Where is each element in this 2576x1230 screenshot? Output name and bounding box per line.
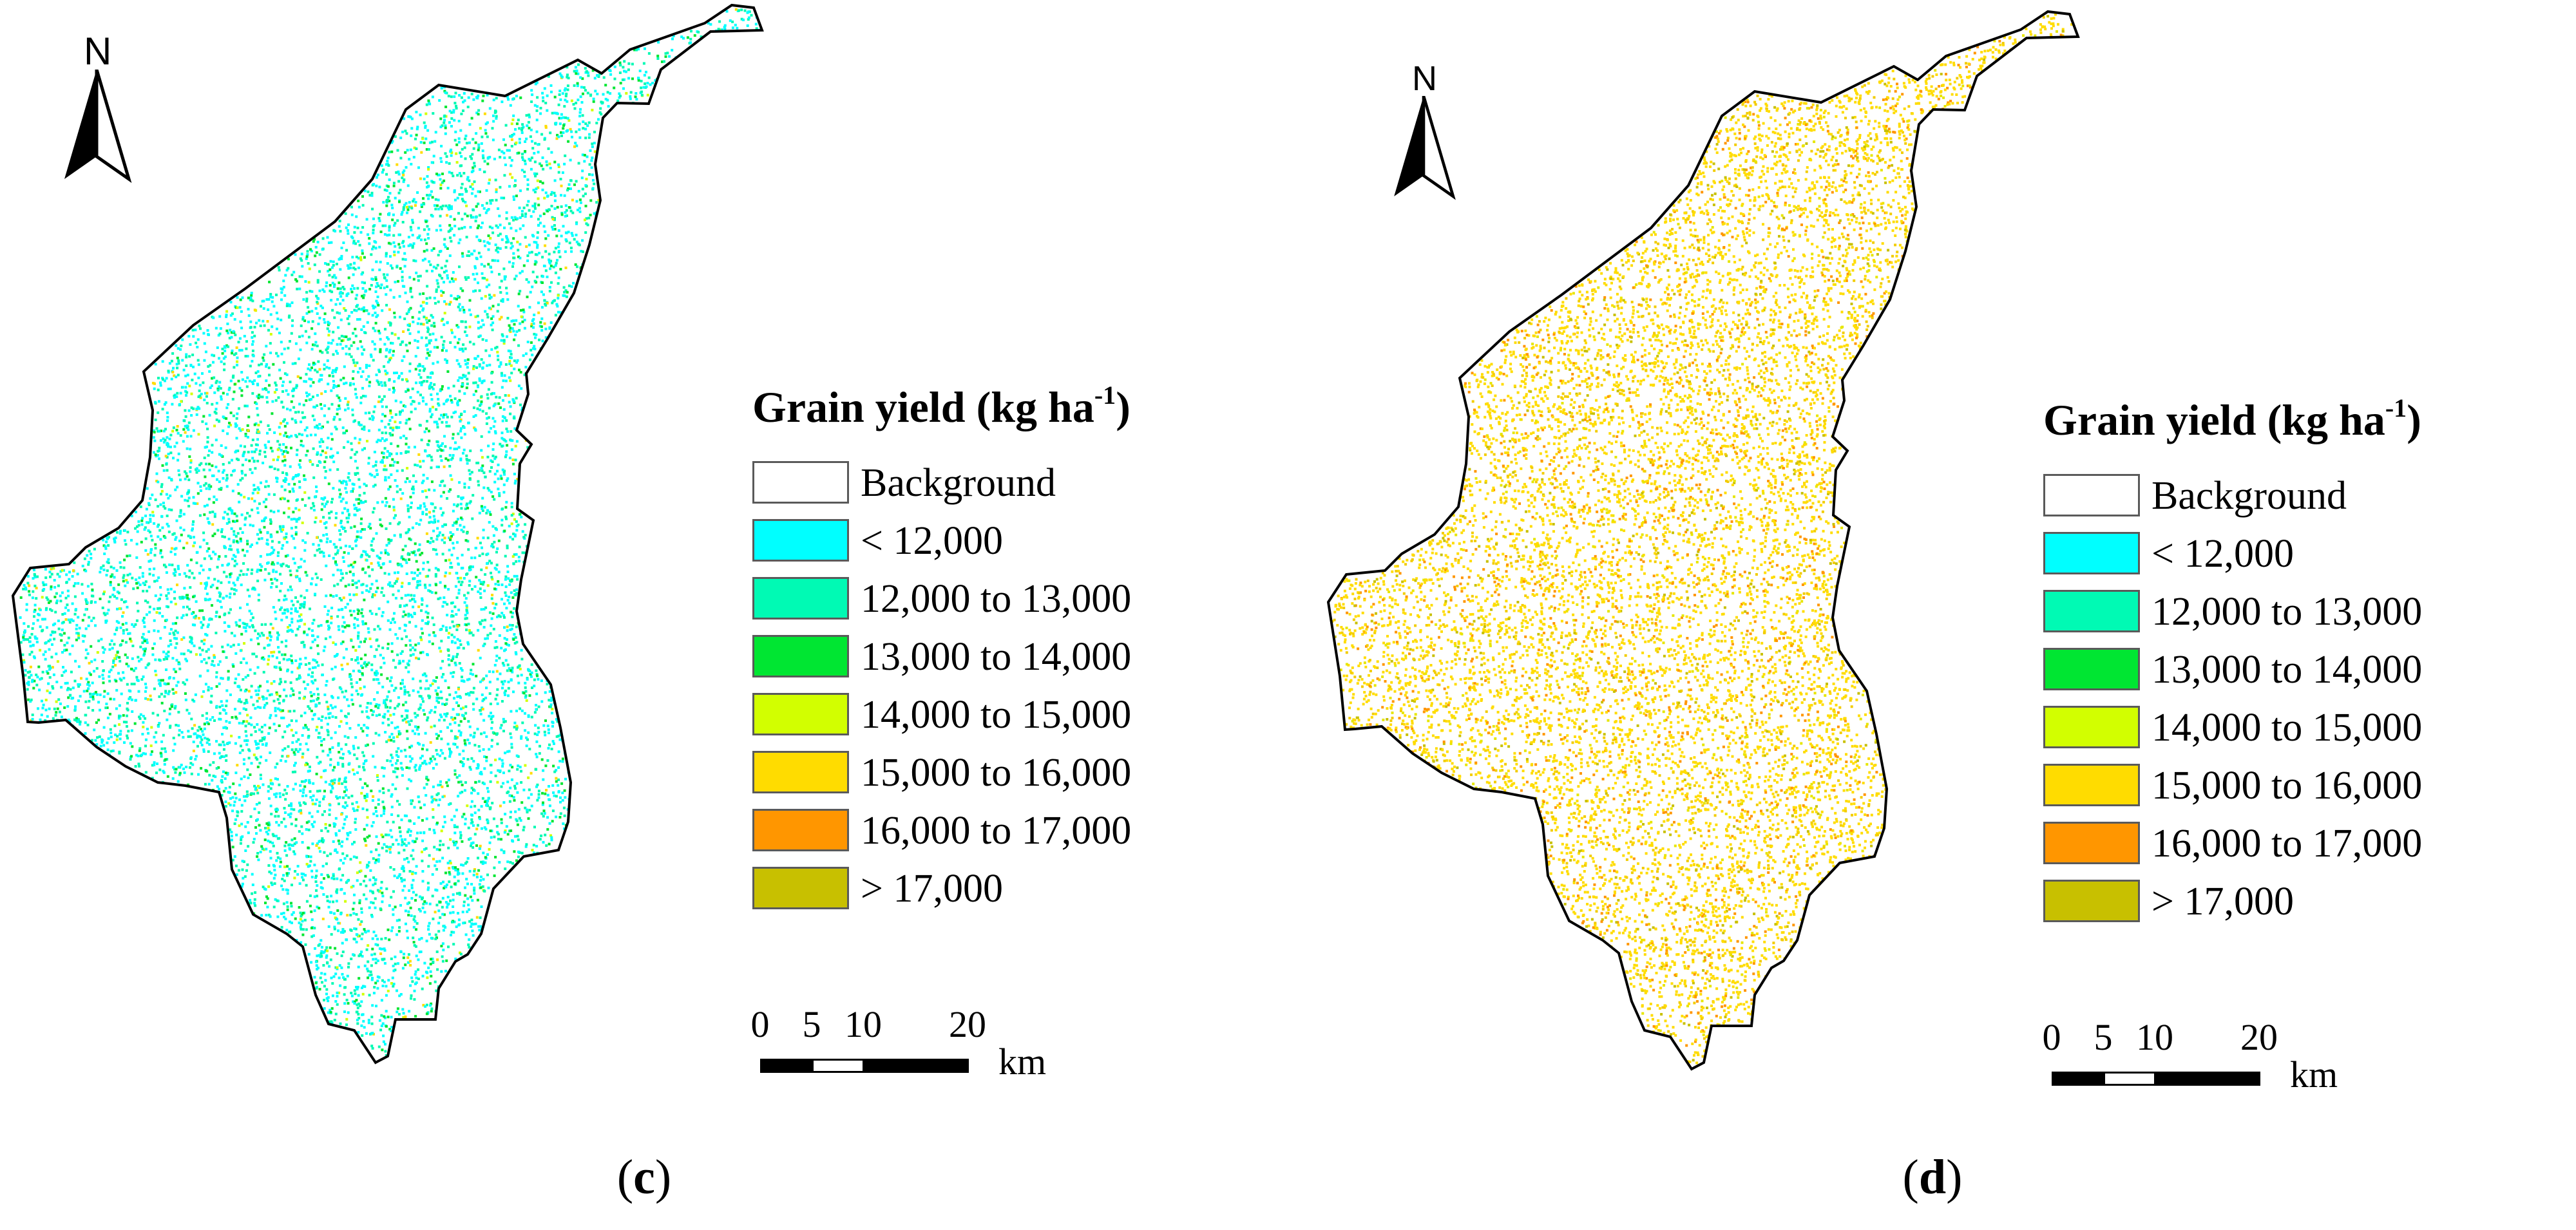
north-arrow-icon: [64, 70, 132, 184]
legend-swatch: [752, 809, 849, 851]
scale-unit: km: [2290, 1056, 2338, 1093]
scale-tick: 5: [2094, 1019, 2113, 1056]
legend-swatch: [752, 867, 849, 909]
scale-tick: 10: [2136, 1019, 2173, 1056]
scale-bar-c: 0 5 10 20 km: [751, 1006, 1114, 1102]
legend-swatch: [2043, 764, 2140, 806]
yield-raster-d: [1331, 13, 2078, 1068]
scale-segment: [2155, 1072, 2260, 1086]
legend-swatch: [2043, 648, 2140, 690]
scale-tick: 0: [2043, 1019, 2061, 1056]
legend-title: Grain yield (kg ha-1): [2043, 395, 2575, 442]
north-arrow-c: N: [58, 32, 135, 184]
scale-tick: 0: [751, 1006, 770, 1043]
study-area-boundary-d: [1326, 10, 2080, 1071]
legend-swatch: [2043, 532, 2140, 574]
scale-segment: [812, 1059, 864, 1073]
legend-title: Grain yield (kg ha-1): [752, 383, 1287, 430]
legend-c: Grain yield (kg ha-1) Background < 12,00…: [752, 383, 1287, 911]
yield-raster-c: [19, 8, 762, 1057]
legend-swatch: [2043, 474, 2140, 516]
scale-bar-d: 0 5 10 20 km: [2043, 1019, 2406, 1115]
north-arrow-icon: [1394, 96, 1456, 200]
legend-swatch: [752, 693, 849, 735]
scale-segment: [2052, 1072, 2104, 1086]
panel-caption-c: (c): [580, 1153, 709, 1202]
scale-tick: 20: [949, 1006, 986, 1043]
north-arrow-label: N: [1412, 61, 1437, 96]
legend-d: Grain yield (kg ha-1) Background < 12,00…: [2043, 395, 2575, 923]
scale-segment: [760, 1059, 813, 1073]
legend-swatch: [752, 635, 849, 677]
panel-caption-d: (d): [1868, 1153, 1997, 1202]
legend-swatch: [752, 461, 849, 504]
legend-swatch: [2043, 706, 2140, 748]
legend-swatch: [2043, 880, 2140, 922]
scale-segment: [863, 1059, 969, 1073]
legend-swatch: [752, 577, 849, 620]
scale-segment: [2103, 1072, 2156, 1086]
map-d: [1326, 10, 2080, 1071]
scale-tick: 10: [844, 1006, 882, 1043]
scale-unit: km: [998, 1043, 1046, 1081]
scale-tick: 5: [803, 1006, 821, 1043]
map-panel-c: N Grain yield (kg ha-1) Background < 12,…: [11, 3, 1287, 1202]
legend-swatch: [752, 751, 849, 793]
map-c: [11, 3, 764, 1064]
north-arrow-d: N: [1388, 61, 1459, 203]
legend-swatch: [2043, 590, 2140, 632]
legend-swatch: [2043, 822, 2140, 864]
legend-swatch: [752, 519, 849, 562]
map-panel-d: N Grain yield (kg ha-1) Background < 12,…: [1288, 0, 2576, 1230]
scale-tick: 20: [2240, 1019, 2278, 1056]
north-arrow-label: N: [84, 32, 111, 71]
study-area-boundary-c: [11, 3, 764, 1064]
